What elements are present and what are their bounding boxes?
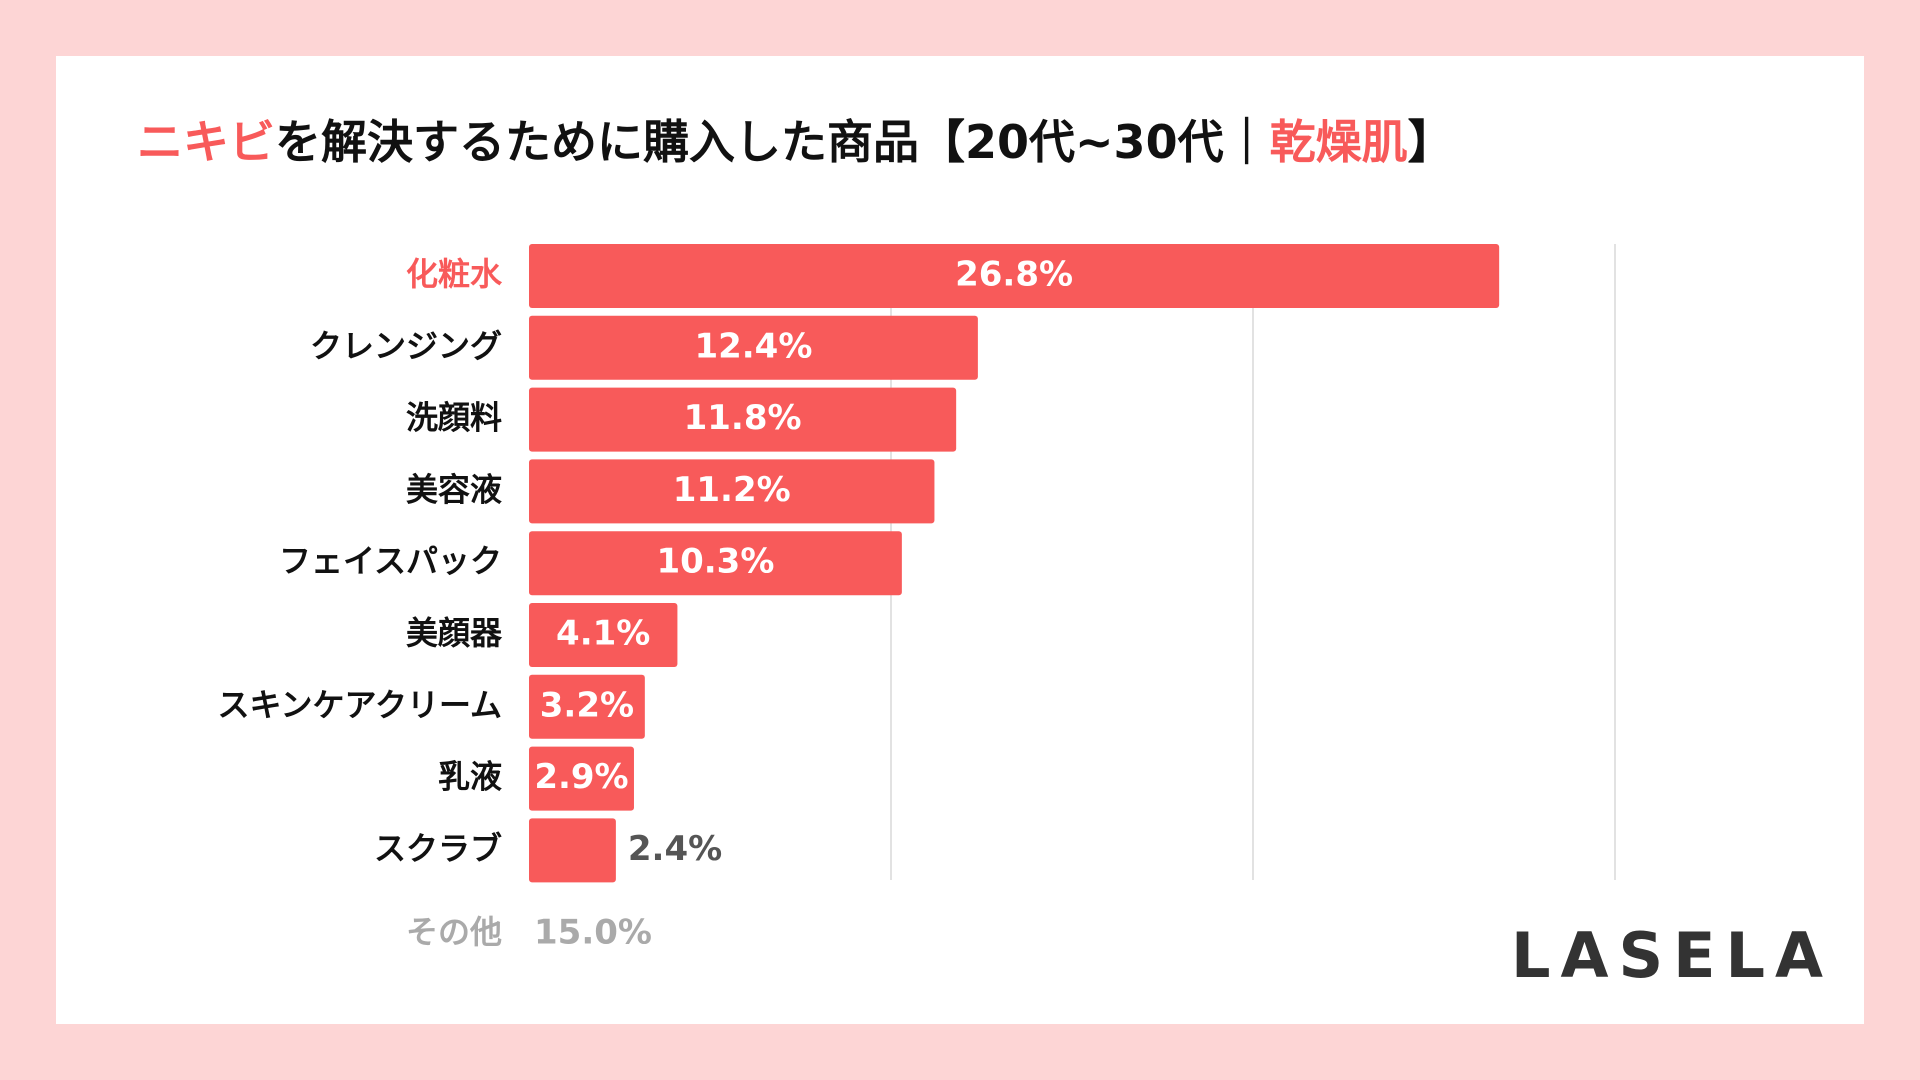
bar (529, 746, 634, 811)
value-label: 2.4% (628, 829, 722, 869)
bar (529, 244, 1500, 308)
value-label: 11.8% (684, 398, 802, 438)
value-label: 2.9% (534, 757, 628, 797)
bar (529, 674, 645, 739)
title-part: を解決するために購入した商品【20代~30代｜ (275, 115, 1270, 169)
category-label: 化粧水 (406, 255, 503, 293)
category-label: スクラブ (374, 829, 502, 867)
category-label: 乳液 (438, 758, 502, 796)
bar (529, 459, 935, 524)
other-category: その他 (406, 913, 502, 951)
category-label: スキンケアクリーム (218, 686, 502, 724)
bar (529, 603, 678, 667)
title-part: 乾燥肌 (1270, 115, 1408, 169)
category-label: クレンジング (310, 327, 502, 365)
title-part: 】 (1408, 115, 1454, 169)
value-label: 11.2% (673, 470, 791, 510)
value-label: 12.4% (694, 326, 812, 366)
title-part: ニキビ (137, 115, 275, 169)
value-label: 4.1% (556, 614, 650, 654)
bar (529, 315, 978, 380)
category-label: 美顔器 (406, 614, 503, 652)
bar (529, 387, 957, 452)
other-label: 15.0% (534, 913, 652, 953)
bar (529, 531, 902, 596)
category-label: フェイスパック (279, 542, 502, 580)
card (56, 56, 1864, 1024)
bar (529, 818, 616, 883)
category-label: 洗顔料 (406, 399, 502, 437)
category-label: 美容液 (406, 470, 502, 508)
value-label: 3.2% (540, 685, 634, 725)
value-label: 10.3% (656, 542, 774, 582)
value-label: 26.8% (955, 255, 1073, 295)
logo: LASELA (1511, 919, 1833, 992)
chart-title: ニキビを解決するために購入した商品【20代~30代｜乾燥肌】 (137, 115, 1454, 169)
